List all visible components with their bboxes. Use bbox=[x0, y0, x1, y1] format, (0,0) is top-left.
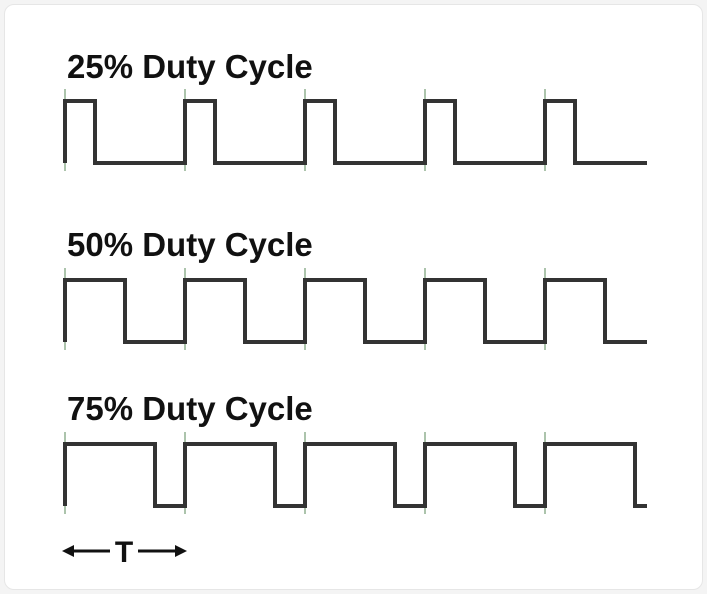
arrow-right-head-icon bbox=[175, 545, 187, 557]
square-wave-75 bbox=[63, 442, 647, 508]
period-label: T bbox=[115, 536, 133, 569]
waveform-title-50: 50% Duty Cycle bbox=[67, 226, 313, 263]
arrow-left-head-icon bbox=[62, 545, 74, 557]
waveform-title-25: 25% Duty Cycle bbox=[67, 48, 313, 85]
diagram-card bbox=[4, 4, 703, 590]
square-wave-50 bbox=[63, 278, 647, 344]
square-wave-25 bbox=[63, 99, 647, 165]
period-indicator: T bbox=[62, 536, 187, 569]
waveform-title-75: 75% Duty Cycle bbox=[67, 390, 313, 427]
